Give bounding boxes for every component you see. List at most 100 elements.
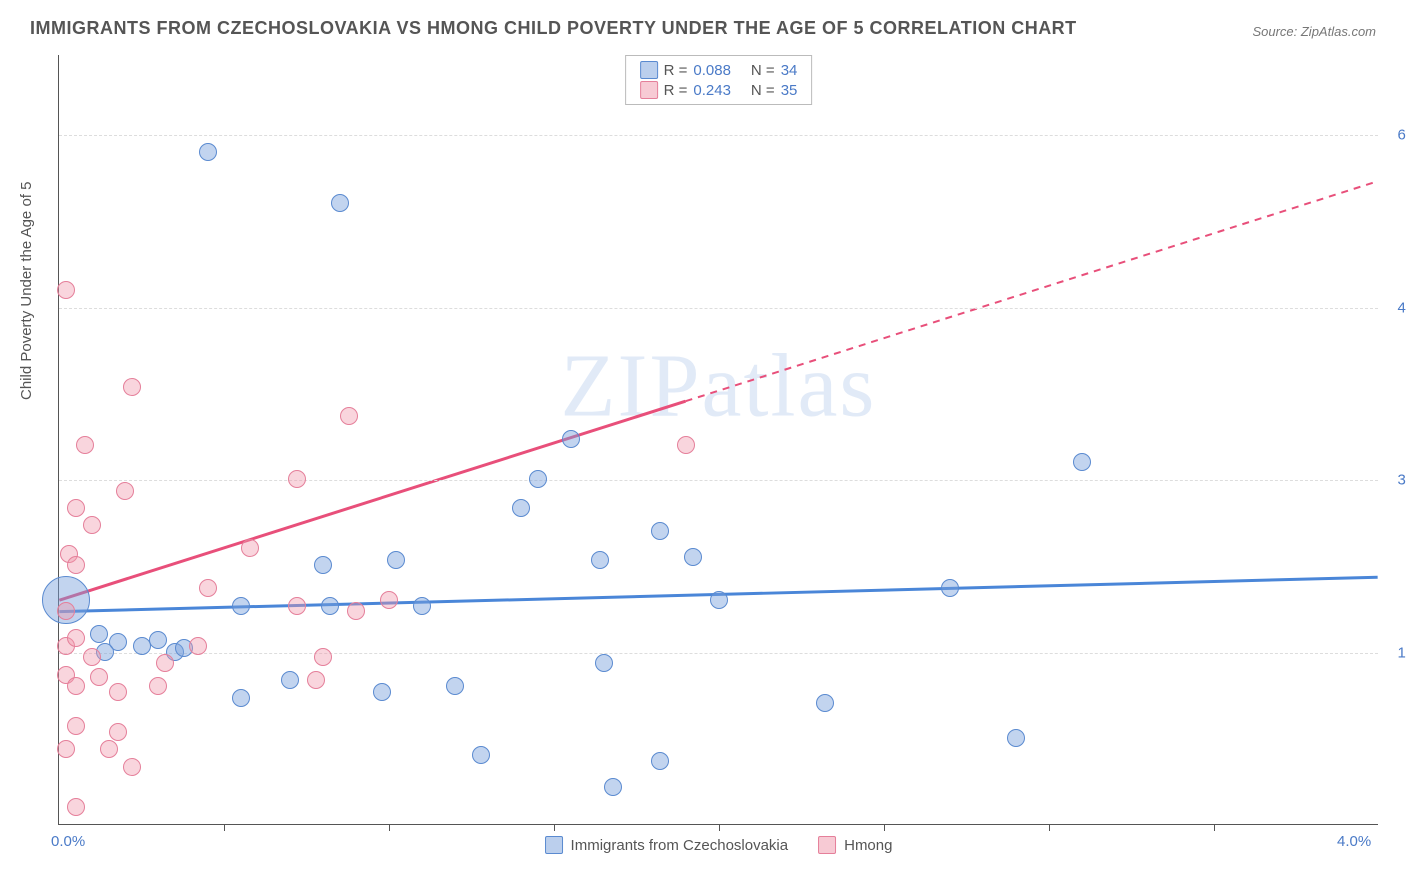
pink-point — [83, 648, 101, 666]
pink-point — [57, 281, 75, 299]
pink-point — [109, 723, 127, 741]
pink-point — [109, 683, 127, 701]
watermark-text: ZIPatlas — [561, 334, 877, 437]
blue-point — [321, 597, 339, 615]
y-axis-title: Child Poverty Under the Age of 5 — [18, 182, 35, 400]
pink-point — [76, 436, 94, 454]
blue-point — [710, 591, 728, 609]
blue-point — [684, 548, 702, 566]
blue-point — [149, 631, 167, 649]
trend-lines-layer — [59, 55, 1378, 824]
x-tick-label: 0.0% — [51, 833, 85, 850]
x-minor-tick — [1214, 824, 1215, 831]
pink-point — [347, 602, 365, 620]
y-tick-label: 15.0% — [1397, 644, 1406, 661]
pink-point — [288, 470, 306, 488]
legend-label: Immigrants from Czechoslovakia — [571, 837, 789, 854]
legend-item: Immigrants from Czechoslovakia — [545, 836, 789, 854]
y-tick-label: 45.0% — [1397, 299, 1406, 316]
legend-r-label: R = — [664, 62, 688, 79]
pink-point — [677, 436, 695, 454]
legend-r-value: 0.088 — [693, 62, 731, 79]
y-tick-label: 60.0% — [1397, 127, 1406, 144]
legend-swatch — [818, 836, 836, 854]
pink-point — [90, 668, 108, 686]
pink-point — [189, 637, 207, 655]
blue-point — [133, 637, 151, 655]
legend-n-value: 34 — [781, 62, 798, 79]
blue-point — [387, 551, 405, 569]
legend-item: Hmong — [818, 836, 892, 854]
x-tick-label: 4.0% — [1337, 833, 1371, 850]
chart-title: IMMIGRANTS FROM CZECHOSLOVAKIA VS HMONG … — [30, 18, 1077, 39]
y-tick-label: 30.0% — [1397, 472, 1406, 489]
pink-point — [100, 740, 118, 758]
blue-point — [1007, 729, 1025, 747]
legend-swatch — [640, 61, 658, 79]
blue-point — [373, 683, 391, 701]
legend-n-label: N = — [751, 82, 775, 99]
blue-point — [512, 499, 530, 517]
blue-point — [331, 194, 349, 212]
blue-point — [941, 579, 959, 597]
legend-r-label: R = — [664, 82, 688, 99]
legend-swatch — [640, 81, 658, 99]
blue-point — [604, 778, 622, 796]
x-minor-tick — [884, 824, 885, 831]
blue-point — [472, 746, 490, 764]
pink-point — [123, 758, 141, 776]
pink-point — [307, 671, 325, 689]
blue-point — [281, 671, 299, 689]
pink-point — [156, 654, 174, 672]
legend-row: R = 0.243 N = 35 — [640, 80, 798, 100]
pink-point — [199, 579, 217, 597]
pink-point — [380, 591, 398, 609]
series-legend: Immigrants from Czechoslovakia Hmong — [545, 836, 893, 854]
pink-point — [116, 482, 134, 500]
blue-point — [232, 597, 250, 615]
blue-point — [314, 556, 332, 574]
gridline — [59, 135, 1378, 136]
blue-point — [446, 677, 464, 695]
legend-n-value: 35 — [781, 82, 798, 99]
gridline — [59, 308, 1378, 309]
pink-point — [123, 378, 141, 396]
pink-point — [67, 677, 85, 695]
blue-point — [595, 654, 613, 672]
legend-r-value: 0.243 — [693, 82, 731, 99]
pink-point — [57, 740, 75, 758]
blue-point — [232, 689, 250, 707]
x-minor-tick — [719, 824, 720, 831]
blue-point — [199, 143, 217, 161]
pink-point — [83, 516, 101, 534]
blue-point — [591, 551, 609, 569]
pink-point — [57, 602, 75, 620]
pink-point — [340, 407, 358, 425]
gridline — [59, 480, 1378, 481]
pink-point — [67, 629, 85, 647]
legend-swatch — [545, 836, 563, 854]
legend-n-label: N = — [751, 62, 775, 79]
correlation-legend: R = 0.088 N = 34 R = 0.243 N = 35 — [625, 55, 813, 105]
blue-point — [529, 470, 547, 488]
x-minor-tick — [224, 824, 225, 831]
blue-point — [816, 694, 834, 712]
pink-point — [67, 556, 85, 574]
blue-point — [1073, 453, 1091, 471]
pink-point — [314, 648, 332, 666]
x-minor-tick — [389, 824, 390, 831]
pink-point — [67, 499, 85, 517]
blue-point — [651, 522, 669, 540]
chart-plot-area: ZIPatlas R = 0.088 N = 34 R = 0.243 N = … — [58, 55, 1378, 825]
pink-point — [67, 717, 85, 735]
legend-row: R = 0.088 N = 34 — [640, 60, 798, 80]
blue-point — [562, 430, 580, 448]
gridline — [59, 653, 1378, 654]
x-minor-tick — [554, 824, 555, 831]
pink-point — [288, 597, 306, 615]
legend-label: Hmong — [844, 837, 892, 854]
x-minor-tick — [1049, 824, 1050, 831]
blue-point — [651, 752, 669, 770]
pink-point — [67, 798, 85, 816]
blue-point — [413, 597, 431, 615]
